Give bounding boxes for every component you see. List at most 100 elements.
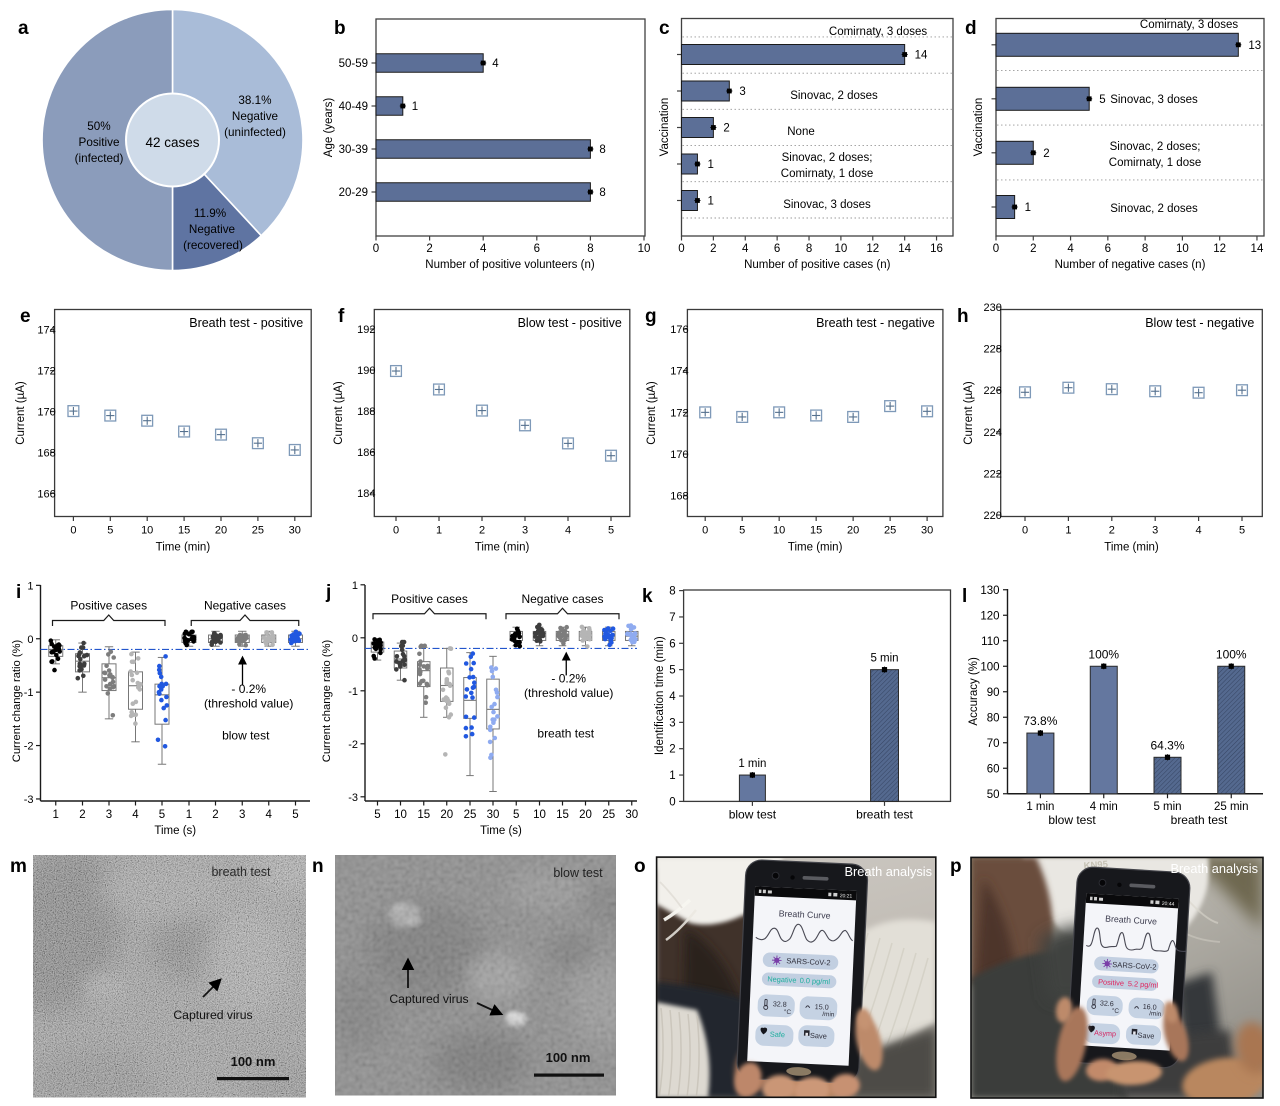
- svg-text:1 min: 1 min: [738, 758, 766, 770]
- svg-text:5: 5: [1099, 94, 1105, 106]
- svg-text:14: 14: [1251, 243, 1264, 255]
- svg-text:50: 50: [987, 789, 1000, 801]
- svg-text:10: 10: [533, 809, 546, 821]
- svg-text:14: 14: [915, 50, 928, 62]
- svg-text:0: 0: [993, 243, 999, 255]
- svg-text:1 min: 1 min: [1026, 801, 1054, 813]
- svg-text:c: c: [659, 18, 670, 39]
- svg-text:2: 2: [1043, 148, 1049, 160]
- svg-text:Safe: Safe: [770, 1030, 786, 1040]
- svg-text:1: 1: [352, 580, 358, 592]
- svg-text:25: 25: [464, 809, 477, 821]
- svg-text:1: 1: [436, 525, 442, 537]
- svg-text:130: 130: [980, 585, 999, 597]
- svg-text:8: 8: [599, 187, 605, 199]
- svg-text:6: 6: [534, 243, 540, 255]
- svg-text:Breath test - positive: Breath test - positive: [189, 316, 303, 330]
- svg-text:Vaccination: Vaccination: [659, 98, 671, 157]
- svg-text:0: 0: [678, 243, 684, 255]
- svg-text:0: 0: [669, 796, 675, 808]
- svg-text:5.2 pg/ml: 5.2 pg/ml: [1128, 979, 1159, 990]
- svg-text:4: 4: [669, 691, 676, 703]
- svg-text:4: 4: [266, 809, 273, 821]
- svg-text:3: 3: [669, 717, 675, 729]
- svg-text:20: 20: [847, 525, 859, 537]
- svg-text:Negative cases: Negative cases: [521, 592, 603, 606]
- svg-text:Captured virus: Captured virus: [389, 992, 468, 1006]
- svg-text:Number of negative cases (n): Number of negative cases (n): [1055, 259, 1206, 271]
- svg-text:50-59: 50-59: [339, 58, 368, 70]
- svg-text:10: 10: [1176, 243, 1189, 255]
- svg-text:Blow test - positive: Blow test - positive: [518, 316, 622, 330]
- svg-text:1: 1: [186, 809, 192, 821]
- svg-text:8: 8: [806, 243, 812, 255]
- svg-text:0: 0: [702, 525, 708, 537]
- svg-text:30: 30: [625, 809, 638, 821]
- svg-text:25: 25: [252, 525, 264, 537]
- svg-text:5: 5: [739, 525, 745, 537]
- svg-text:Negative: Negative: [767, 974, 797, 984]
- svg-text:222: 222: [984, 468, 1002, 480]
- svg-text:190: 190: [357, 365, 375, 377]
- svg-text:3: 3: [239, 809, 245, 821]
- svg-text:Time (min): Time (min): [475, 542, 530, 554]
- svg-text:14: 14: [898, 243, 911, 255]
- svg-text:(threshold value): (threshold value): [204, 696, 293, 710]
- svg-text:Sinovac, 2 doses: Sinovac, 2 doses: [1110, 203, 1198, 215]
- svg-text:8: 8: [1142, 243, 1148, 255]
- svg-text:4: 4: [565, 525, 571, 537]
- svg-text:(threshold value): (threshold value): [524, 686, 613, 700]
- svg-text:1: 1: [1065, 525, 1071, 537]
- svg-text:30: 30: [921, 525, 933, 537]
- svg-text:5: 5: [374, 809, 380, 821]
- svg-text:228: 228: [984, 344, 1002, 356]
- svg-text:4: 4: [1067, 243, 1074, 255]
- svg-text:None: None: [787, 126, 815, 138]
- svg-text:30: 30: [487, 809, 500, 821]
- svg-text:20: 20: [440, 809, 453, 821]
- svg-text:- 0.2%: - 0.2%: [231, 682, 266, 696]
- svg-text:7: 7: [669, 612, 675, 624]
- svg-text:6: 6: [1105, 243, 1111, 255]
- svg-text:8: 8: [669, 586, 675, 598]
- svg-text:Sinovac, 3 doses: Sinovac, 3 doses: [1110, 94, 1198, 106]
- svg-text:e: e: [20, 306, 31, 327]
- svg-text:10: 10: [141, 525, 153, 537]
- svg-text:3: 3: [522, 525, 528, 537]
- svg-text:/min: /min: [822, 1011, 835, 1019]
- svg-text:38.1%: 38.1%: [238, 94, 271, 107]
- svg-text:f: f: [338, 306, 345, 327]
- svg-text:l: l: [962, 586, 967, 607]
- svg-text:Identification time (min): Identification time (min): [654, 636, 666, 755]
- svg-text:8: 8: [599, 144, 605, 156]
- svg-text:90: 90: [987, 687, 1000, 699]
- svg-text:5: 5: [292, 809, 298, 821]
- svg-text:4 min: 4 min: [1090, 801, 1118, 813]
- svg-text:80: 80: [987, 712, 1000, 724]
- svg-text:0: 0: [27, 634, 33, 646]
- svg-text:172: 172: [670, 407, 688, 419]
- svg-text:15: 15: [417, 809, 430, 821]
- svg-text:16: 16: [930, 243, 943, 255]
- svg-text:Asymp: Asymp: [1094, 1028, 1116, 1038]
- svg-text:100%: 100%: [1216, 647, 1247, 661]
- svg-text:32.8: 32.8: [773, 999, 787, 1009]
- svg-text:blow test: blow test: [1048, 813, 1096, 827]
- svg-text:2: 2: [1109, 525, 1115, 537]
- svg-text:Current (µA): Current (µA): [15, 381, 27, 445]
- svg-text:120: 120: [980, 610, 999, 622]
- svg-text:12: 12: [1213, 243, 1226, 255]
- svg-text:Positive: Positive: [79, 136, 120, 149]
- svg-text:(recovered): (recovered): [183, 239, 243, 252]
- svg-text:20:21: 20:21: [840, 893, 853, 900]
- svg-text:184: 184: [357, 488, 375, 500]
- svg-text:1: 1: [412, 101, 418, 113]
- svg-text:2: 2: [79, 809, 85, 821]
- svg-text:100: 100: [980, 661, 999, 673]
- svg-text:176: 176: [670, 324, 688, 336]
- svg-text:220: 220: [984, 510, 1002, 522]
- svg-text:°C: °C: [1112, 1007, 1120, 1015]
- svg-text:1: 1: [669, 770, 675, 782]
- svg-text:64.3%: 64.3%: [1150, 738, 1184, 752]
- svg-text:Comirnaty, 1 dose: Comirnaty, 1 dose: [781, 168, 873, 180]
